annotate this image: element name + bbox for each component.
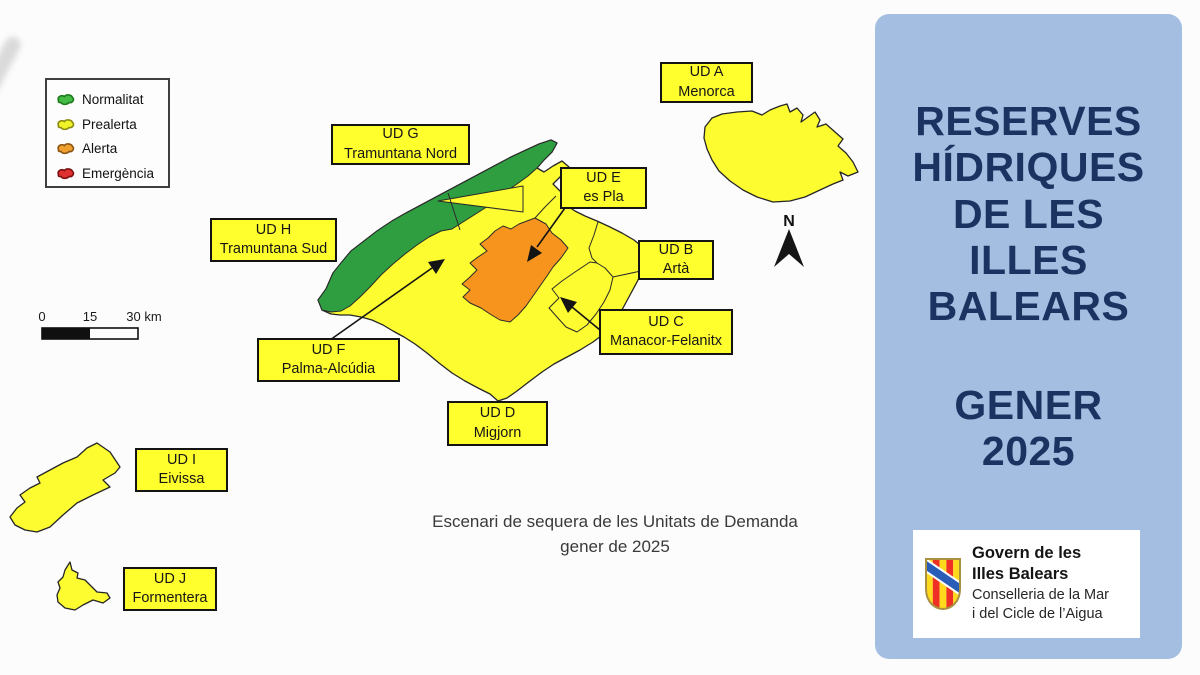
es-pla-region — [461, 217, 569, 323]
manacor-felanitx-boundary — [548, 261, 614, 333]
label-ud-c-manacor-felanitx: UD C Manacor-Felanitx — [599, 309, 733, 355]
north-arrow: N — [774, 213, 804, 267]
title-line: ILLES — [969, 236, 1088, 283]
eivissa-island — [9, 442, 121, 533]
ud-code: UD C — [648, 313, 684, 330]
period-line: 2025 — [981, 428, 1076, 475]
title-line: DE LES — [952, 190, 1105, 237]
ud-code: UD D — [479, 405, 516, 422]
panel-period: GENER 2025 — [875, 382, 1182, 475]
govern-logo-text: Govern de les Illes Balears Conselleria … — [972, 543, 1109, 625]
label-ud-e-es-pla: UD E es Pla — [560, 167, 647, 209]
legend-label: Normalitat — [82, 91, 144, 107]
legend-item-normalitat: Normalitat — [56, 92, 168, 107]
ud-code: UD H — [255, 221, 292, 238]
ud-name: Palma-Alcúdia — [281, 361, 376, 377]
emergencia-blob-icon — [57, 168, 75, 180]
status-legend: Normalitat Prealerta Alerta Emergència — [45, 78, 170, 188]
caption-line-1: Escenari de sequera de les Unitats de De… — [432, 512, 798, 531]
legend-label: Emergència — [82, 166, 155, 182]
panel-title: RESERVES HÍDRIQUES DE LES ILLES BALEARS — [875, 98, 1182, 330]
tramuntana-region — [317, 139, 558, 313]
label-ud-d-migjorn: UD D Migjorn — [447, 401, 548, 446]
ud-name: Tramuntana Sud — [219, 241, 328, 257]
ud-code: UD B — [658, 241, 694, 258]
es-pla-arrow — [527, 207, 566, 262]
map-caption: Escenari de sequera de les Unitats de De… — [400, 510, 830, 559]
title-line: HÍDRIQUES — [912, 144, 1145, 191]
scale-tick-30km: 30 km — [126, 309, 161, 324]
manacor-coast-boundary — [612, 270, 642, 278]
ud-code: UD F — [311, 341, 346, 358]
legend-item-alerta: Alerta — [56, 141, 168, 156]
formentera-island — [56, 561, 111, 611]
govern-logo: Govern de les Illes Balears Conselleria … — [913, 530, 1140, 638]
legend-label: Alerta — [82, 141, 118, 157]
title-line: RESERVES — [915, 98, 1142, 144]
org-name-line: Illes Balears — [972, 565, 1069, 584]
ud-name: Menorca — [678, 83, 735, 100]
ud-code: UD E — [586, 169, 621, 186]
legend-label: Prealerta — [82, 116, 137, 132]
label-ud-f-palma-alcudia: UD F Palma-Alcúdia — [257, 338, 400, 382]
tramuntana-divider — [447, 192, 461, 231]
es-pla-north-boundary — [534, 195, 557, 219]
ud-code: UD I — [167, 451, 196, 468]
ud-name: Tramuntana Nord — [343, 145, 458, 162]
scale-tick-15: 15 — [83, 309, 97, 324]
department-line: Conselleria de la Mar — [972, 586, 1110, 603]
label-ud-j-formentera: UD J Formentera — [123, 567, 217, 611]
org-name-line: Govern de les — [972, 544, 1082, 562]
manacor-arrow — [560, 297, 601, 331]
ud-name: es Pla — [583, 189, 624, 205]
title-line: BALEARS — [927, 283, 1130, 330]
north-label: N — [783, 213, 795, 230]
label-ud-b-arta: UD B Artà — [638, 240, 714, 280]
scale-bar: 0 15 30 km — [38, 309, 162, 340]
palma-alcudia-arrow — [329, 259, 445, 341]
ud-code: UD G — [382, 126, 419, 143]
ud-code: UD A — [689, 64, 724, 81]
title-panel: RESERVES HÍDRIQUES DE LES ILLES BALEARS … — [875, 14, 1182, 659]
period-line: GENER — [954, 382, 1103, 428]
legend-item-prealerta: Prealerta — [56, 117, 168, 132]
caption-line-2: gener de 2025 — [560, 536, 670, 556]
ud-name: Manacor-Felanitx — [609, 333, 722, 349]
ud-name: Eivissa — [158, 471, 205, 487]
ud-name: Migjorn — [473, 424, 522, 441]
ud-name: Formentera — [132, 590, 208, 606]
soller-notch — [437, 185, 524, 213]
department-line: i del Cicle de l’Aigua — [972, 606, 1103, 623]
normalitat-blob-icon — [57, 94, 75, 106]
ud-name: Artà — [662, 261, 690, 277]
menorca-island — [703, 103, 859, 203]
balearic-shield-icon — [925, 558, 961, 611]
ud-code: UD J — [153, 570, 187, 587]
label-ud-h-tramuntana-sud: UD H Tramuntana Sud — [210, 218, 337, 262]
label-ud-g-tramuntana-nord: UD G Tramuntana Nord — [331, 124, 470, 165]
arta-boundary — [588, 221, 599, 264]
prealerta-blob-icon — [57, 118, 75, 130]
label-ud-a-menorca: UD A Menorca — [660, 62, 753, 103]
alerta-blob-icon — [57, 143, 75, 155]
label-ud-i-eivissa: UD I Eivissa — [135, 448, 228, 492]
scale-tick-0: 0 — [38, 309, 45, 324]
legend-item-emergencia: Emergència — [56, 166, 168, 181]
